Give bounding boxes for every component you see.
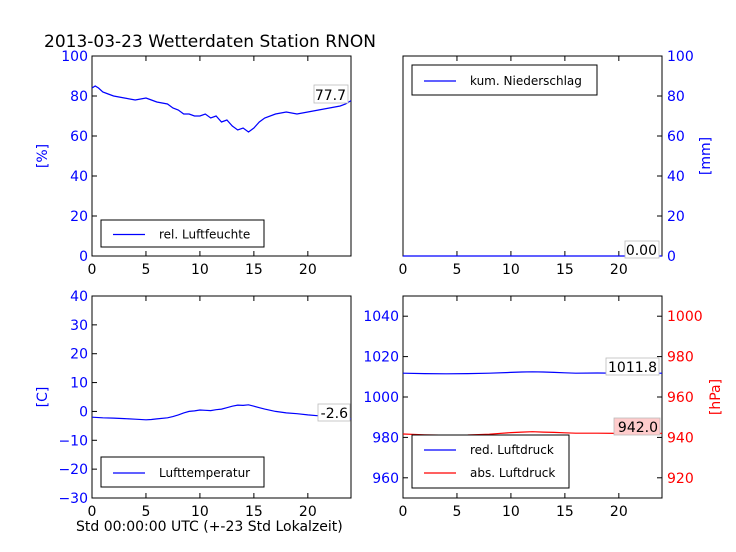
y-tick-label-precip: 20: [667, 209, 685, 225]
value-callout-box-humidity: [313, 84, 349, 104]
y-axis-label-right-pressure: [hPa]: [708, 379, 724, 415]
legend-entry: kum. Niederschlag: [470, 74, 582, 88]
x-tick-label-temperature: 20: [299, 504, 317, 520]
y-tick-label-humidity: 100: [61, 49, 88, 65]
x-tick-label-pressure: 5: [452, 504, 461, 520]
y-tick-label-humidity: 0: [79, 249, 88, 265]
y-tick-label-temperature: 0: [79, 404, 88, 420]
legend-box-temperature: [100, 456, 265, 488]
y-tick-label-precip: 0: [667, 249, 676, 265]
x-tick-label-pressure: 0: [399, 504, 408, 520]
y-tick-label-pressure-right: 960: [667, 390, 694, 406]
y-tick-label-precip: 40: [667, 169, 685, 185]
y-tick-label-pressure-left: 1040: [363, 309, 399, 325]
x-tick-label-humidity: 10: [191, 262, 209, 278]
value-callout-box-temperature: [317, 403, 351, 422]
series-line-humidity-rel-luftfeuchte: [91, 85, 352, 133]
y-tick-label-pressure-right: 980: [667, 350, 694, 366]
x-tick-label-temperature: 5: [141, 504, 150, 520]
x-tick-label-precip: 15: [556, 262, 574, 278]
value-callout-temperature: -2.6: [321, 406, 348, 422]
value-callout-precip: 0.00: [626, 243, 657, 259]
y-tick-label-humidity: 40: [70, 169, 88, 185]
legend-entry: red. Luftdruck: [470, 443, 554, 457]
y-tick-label-humidity: 20: [70, 209, 88, 225]
x-tick-label-precip: 0: [399, 262, 408, 278]
x-tick-label-humidity: 0: [88, 262, 97, 278]
figure-title: 2013-03-23 Wetterdaten Station RNON: [44, 32, 376, 52]
y-tick-label-pressure-left: 980: [372, 430, 399, 446]
legend-entry: abs. Luftdruck: [470, 466, 555, 480]
x-tick-label-precip: 5: [452, 262, 461, 278]
value-callout-pressure-red: 1011.8: [608, 360, 657, 376]
y-tick-label-temperature: 40: [70, 289, 88, 305]
y-tick-label-precip: 60: [667, 129, 685, 145]
x-tick-label-precip: 20: [610, 262, 628, 278]
value-callout-box-precip: [624, 240, 660, 259]
y-tick-label-precip: 100: [667, 49, 694, 65]
y-tick-label-humidity: 80: [70, 89, 88, 105]
x-tick-label-temperature: 10: [191, 504, 209, 520]
y-tick-label-temperature: 20: [70, 347, 88, 363]
y-tick-label-temperature: 10: [70, 376, 88, 392]
value-callout-box-pressure-abs: [613, 417, 661, 436]
y-tick-label-pressure-right: 920: [667, 471, 694, 487]
x-axis-label: Std 00:00:00 UTC (+-23 Std Lokalzeit): [76, 519, 343, 535]
x-tick-label-pressure: 20: [610, 504, 628, 520]
plot-frame-humidity: [91, 55, 352, 257]
y-tick-label-pressure-right: 1000: [667, 309, 703, 325]
legend-box-pressure: [411, 434, 570, 489]
value-callout-pressure-abs: 942.0: [618, 420, 658, 436]
x-tick-label-precip: 10: [502, 262, 520, 278]
legend-entry: Lufttemperatur: [159, 466, 250, 480]
x-tick-label-temperature: 0: [88, 504, 97, 520]
x-tick-label-humidity: 20: [299, 262, 317, 278]
x-tick-label-pressure: 10: [502, 504, 520, 520]
y-axis-label-precip: [mm]: [698, 137, 714, 175]
x-tick-label-pressure: 15: [556, 504, 574, 520]
value-callout-humidity: 77.7: [315, 88, 346, 104]
x-tick-label-humidity: 15: [245, 262, 263, 278]
x-tick-label-temperature: 15: [245, 504, 263, 520]
y-axis-label-temperature: [C]: [35, 387, 51, 408]
y-tick-label-humidity: 60: [70, 129, 88, 145]
x-tick-label-humidity: 5: [141, 262, 150, 278]
y-tick-label-pressure-left: 1000: [363, 390, 399, 406]
y-tick-label-pressure-right: 940: [667, 430, 694, 446]
legend-entry: rel. Luftfeuchte: [159, 228, 250, 242]
legend-box-humidity: [100, 219, 265, 248]
y-tick-label-temperature: −30: [58, 491, 88, 507]
y-tick-label-pressure-left: 1020: [363, 350, 399, 366]
value-callout-box-pressure-red: [605, 357, 660, 376]
plot-frame-temperature: [91, 295, 352, 499]
y-tick-label-temperature: −20: [58, 462, 88, 478]
y-tick-label-temperature: −10: [58, 433, 88, 449]
y-tick-label-pressure-left: 960: [372, 471, 399, 487]
y-axis-label-humidity: [%]: [35, 144, 51, 168]
y-tick-label-precip: 80: [667, 89, 685, 105]
y-tick-label-temperature: 30: [70, 318, 88, 334]
legend-box-precip: [411, 64, 598, 96]
series-line-temperature-lufttemperatur: [91, 404, 352, 421]
